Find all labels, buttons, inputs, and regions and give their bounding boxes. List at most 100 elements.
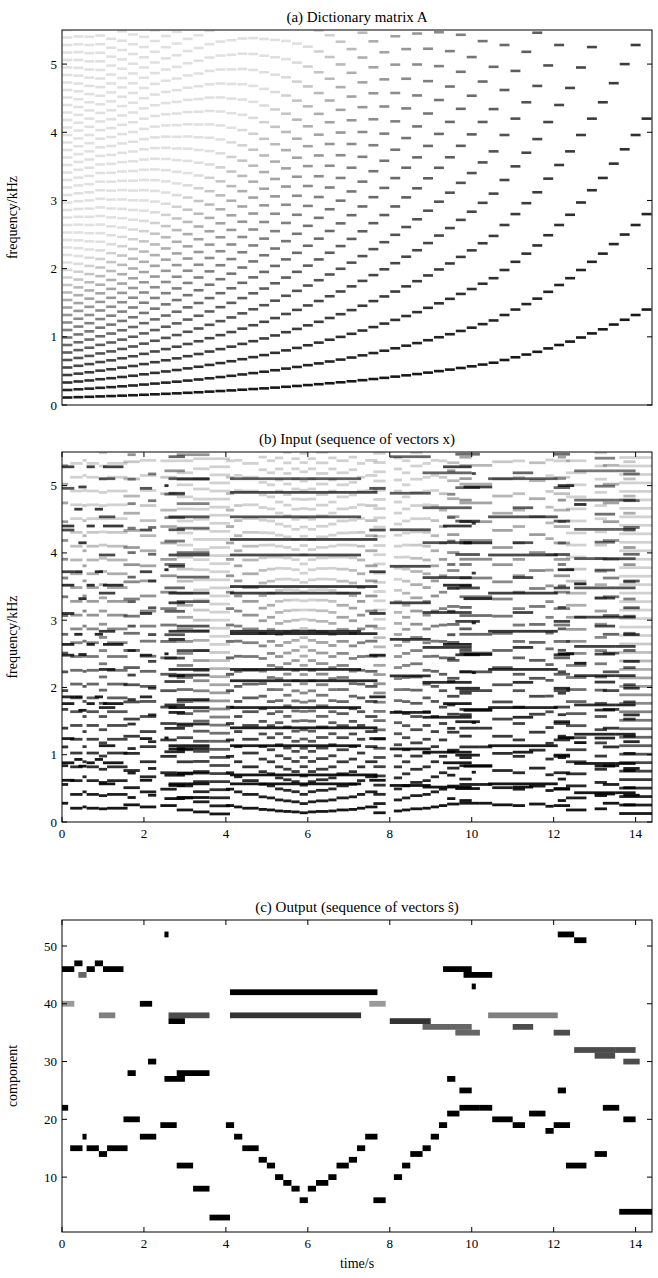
harmonic	[303, 125, 313, 128]
harmonic	[401, 374, 411, 377]
harmonic	[270, 212, 280, 215]
harmonic	[445, 85, 455, 88]
note-harmonic	[357, 765, 365, 768]
note-harmonic	[349, 556, 357, 559]
harmonic	[95, 292, 105, 295]
note-harmonic	[357, 807, 365, 810]
harmonic	[456, 33, 466, 36]
note-harmonic	[242, 765, 258, 768]
harmonic	[150, 254, 160, 257]
harmonic	[139, 281, 149, 284]
harmonic	[205, 163, 215, 166]
note-harmonic	[140, 670, 156, 673]
harmonic	[215, 166, 225, 169]
harmonic	[237, 190, 247, 193]
harmonic	[270, 334, 280, 337]
harmonic	[379, 105, 389, 108]
harmonic	[161, 325, 171, 328]
harmonic	[139, 128, 149, 131]
note-harmonic	[70, 559, 82, 562]
harmonic	[73, 380, 83, 383]
harmonic	[226, 170, 236, 173]
note-harmonic	[193, 599, 209, 602]
note-harmonic	[349, 607, 357, 610]
note-harmonic	[82, 715, 86, 718]
note-harmonic	[357, 572, 365, 575]
harmonic	[500, 44, 510, 47]
harmonic	[358, 131, 368, 134]
harmonic	[598, 177, 608, 180]
harmonic	[205, 297, 215, 300]
y-tick	[647, 132, 652, 133]
note-harmonic	[148, 606, 156, 609]
note-harmonic	[99, 465, 107, 468]
note-harmonic	[316, 641, 328, 644]
note-harmonic	[99, 755, 107, 758]
harmonic	[467, 288, 477, 291]
harmonic	[467, 210, 477, 213]
harmonic	[292, 309, 302, 312]
note-harmonic	[177, 532, 193, 535]
harmonic	[576, 134, 586, 137]
harmonic	[194, 136, 204, 139]
harmonic	[412, 373, 422, 376]
note-harmonic	[308, 770, 316, 773]
harmonic	[412, 32, 422, 35]
note-harmonic	[308, 720, 316, 723]
note-harmonic	[275, 754, 283, 757]
harmonic	[128, 140, 138, 143]
harmonic	[281, 276, 291, 279]
note-harmonic	[316, 810, 328, 813]
note-harmonic	[82, 670, 86, 673]
harmonic	[379, 78, 389, 81]
harmonic	[150, 297, 160, 300]
note-harmonic	[259, 795, 267, 798]
note-harmonic	[357, 655, 365, 658]
note-harmonic	[177, 576, 210, 579]
harmonic	[194, 110, 204, 113]
harmonic	[84, 216, 94, 219]
harmonic	[303, 165, 313, 168]
harmonic	[161, 225, 171, 228]
harmonic	[456, 256, 466, 259]
note-harmonic	[78, 486, 86, 489]
harmonic	[587, 117, 597, 120]
harmonic	[161, 68, 171, 71]
y-tick-label: 1	[51, 329, 58, 344]
harmonic	[314, 279, 324, 282]
harmonic	[63, 59, 73, 62]
note-harmonic	[291, 578, 299, 581]
note-harmonic	[275, 799, 283, 802]
background	[0, 0, 658, 1278]
note-harmonic	[308, 659, 316, 662]
harmonic	[139, 230, 149, 233]
note-harmonic	[148, 714, 156, 717]
harmonic	[172, 124, 182, 127]
note-harmonic	[291, 457, 299, 460]
harmonic	[139, 332, 149, 335]
harmonic	[63, 179, 73, 182]
note-harmonic	[283, 609, 291, 612]
harmonic	[609, 243, 619, 246]
note-harmonic	[234, 549, 242, 552]
note-harmonic	[349, 644, 357, 647]
harmonic	[95, 258, 105, 261]
note-harmonic	[291, 770, 299, 773]
harmonic	[106, 368, 116, 371]
harmonic	[128, 296, 138, 299]
note-harmonic	[70, 503, 82, 506]
harmonic	[423, 177, 433, 180]
note-harmonic	[349, 619, 357, 622]
harmonic	[128, 101, 138, 104]
harmonic	[106, 386, 116, 389]
harmonic	[63, 329, 73, 332]
harmonic	[161, 191, 171, 194]
note-harmonic	[316, 662, 328, 665]
note-harmonic	[164, 652, 168, 655]
note-harmonic	[328, 589, 336, 592]
note-harmonic	[267, 700, 275, 703]
harmonic	[95, 163, 105, 166]
harmonic	[84, 224, 94, 227]
note-harmonic	[160, 624, 176, 627]
harmonic	[128, 335, 138, 338]
